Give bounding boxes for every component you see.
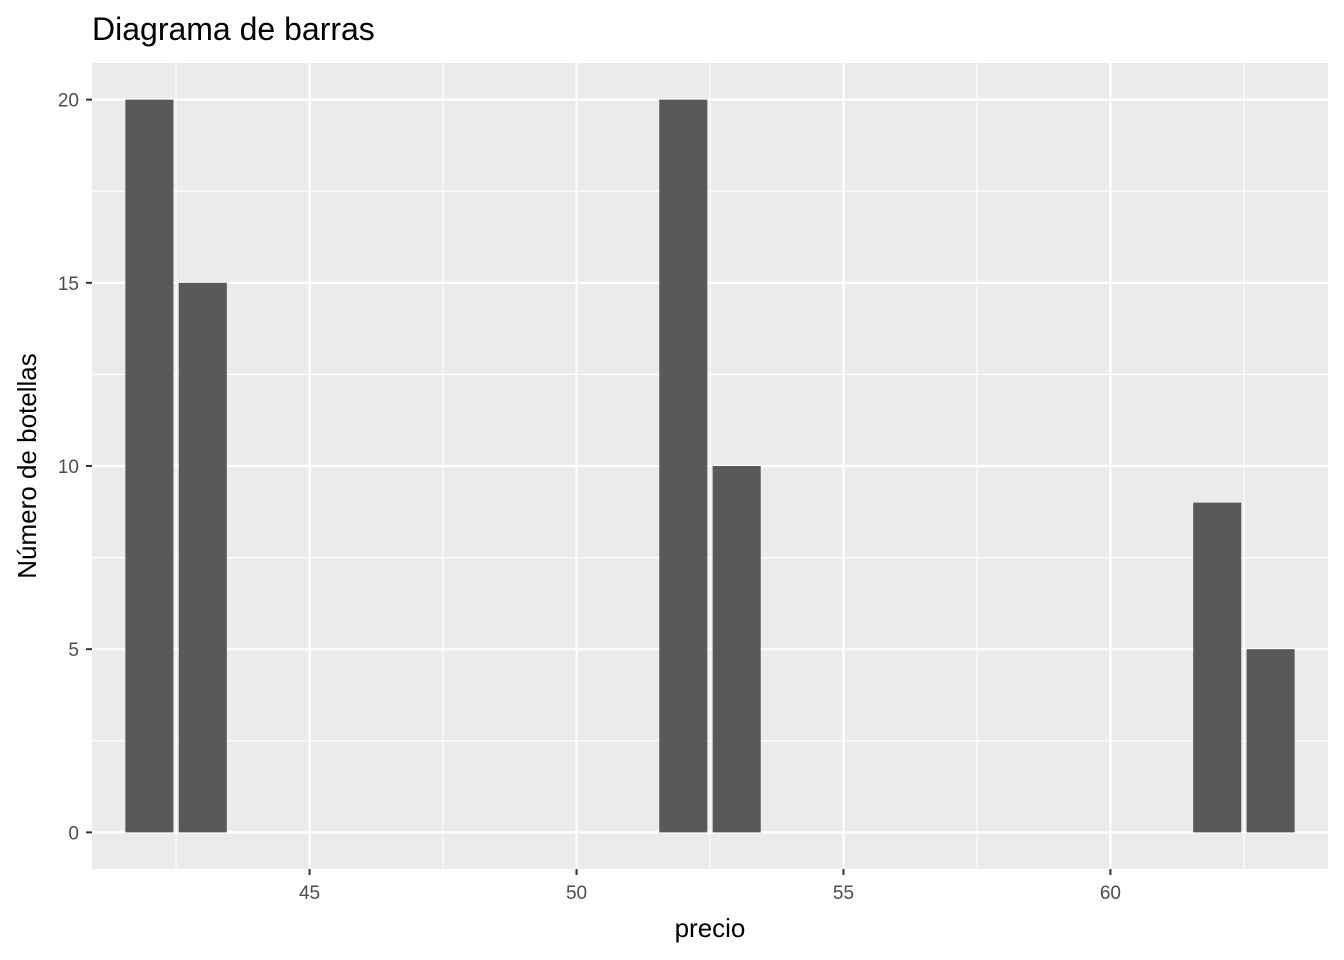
y-tick-label: 5: [68, 640, 79, 661]
grid-major: [92, 63, 1328, 869]
bars: [125, 99, 1295, 833]
bar: [659, 99, 708, 833]
x-tick-label: 55: [833, 883, 854, 904]
y-tick-label: 10: [58, 457, 79, 478]
y-tick-label: 15: [58, 274, 79, 295]
y-tick-label: 0: [68, 823, 79, 844]
x-axis-label: precio: [675, 913, 746, 943]
bar: [178, 282, 227, 833]
y-tick-label: 20: [58, 91, 79, 112]
y-axis-label: Número de botellas: [12, 353, 42, 578]
chart-title: Diagrama de barras: [92, 11, 375, 47]
x-axis: 45 50 55 60: [299, 869, 1121, 904]
x-tick-label: 60: [1100, 883, 1121, 904]
bar: [1193, 502, 1242, 833]
bar: [1246, 649, 1295, 833]
y-axis: 0 5 10 15 20: [58, 91, 92, 844]
bar: [712, 466, 761, 833]
x-tick-label: 50: [566, 883, 587, 904]
bar: [125, 99, 174, 833]
x-tick-label: 45: [299, 883, 320, 904]
